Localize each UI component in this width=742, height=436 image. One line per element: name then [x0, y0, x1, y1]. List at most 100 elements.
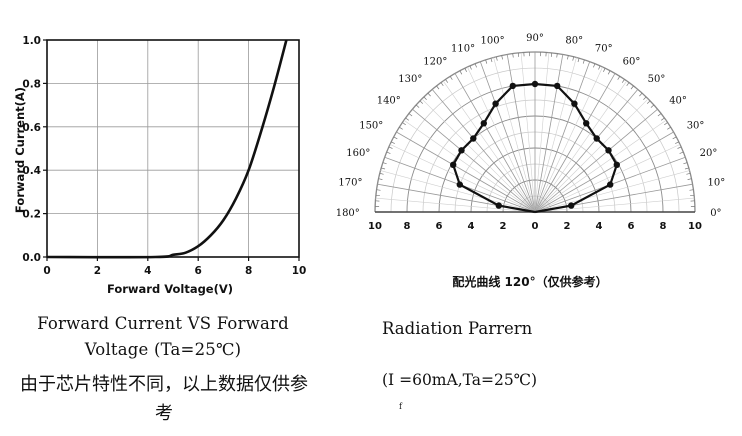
iv-x-tick-label: 2	[94, 265, 101, 277]
polar-minor-tick	[667, 126, 671, 130]
polar-minor-tick	[672, 136, 677, 140]
polar-radial-label: 6	[628, 221, 635, 232]
polar-radial-label: 0	[532, 221, 539, 232]
polar-spoke	[534, 73, 616, 213]
iv-x-axis-label: Forward Voltage(V)	[107, 282, 233, 296]
iv-y-tick-label: 0.4	[22, 165, 41, 177]
polar-spoke	[534, 197, 695, 213]
polar-minor-tick	[436, 85, 440, 90]
polar-angle-label: 50°	[648, 74, 666, 85]
polar-minor-tick	[660, 117, 665, 121]
polar-minor-tick	[556, 53, 558, 58]
polar-spoke	[403, 119, 536, 213]
polar-minor-tick	[427, 92, 431, 97]
polar-minor-tick	[646, 100, 651, 104]
polar-data-point	[531, 80, 539, 88]
polar-data-point	[480, 120, 487, 127]
polar-spoke	[534, 52, 550, 213]
polar-angle-label: 20°	[700, 148, 718, 159]
iv-x-tick-label: 6	[195, 265, 202, 277]
polar-minor-tick	[650, 104, 655, 108]
polar-data-point	[470, 135, 477, 142]
polar-angle-label: 100°	[481, 36, 505, 47]
polar-minor-tick	[689, 189, 694, 191]
polar-spoke	[375, 197, 536, 213]
polar-spoke	[431, 89, 536, 213]
polar-minor-tick	[675, 141, 679, 144]
polar-angle-label: 30°	[687, 120, 705, 131]
polar-radial-label: 10	[368, 221, 382, 232]
polar-minor-tick	[415, 104, 420, 108]
polar-minor-tick	[684, 167, 689, 170]
polar-data-point	[495, 202, 502, 209]
polar-spoke	[534, 131, 674, 213]
polar-minor-tick	[391, 141, 395, 144]
polar-spoke	[421, 98, 536, 213]
polar-minor-tick	[687, 178, 692, 180]
polar-spoke	[534, 170, 690, 213]
polar-minor-tick	[459, 70, 463, 75]
polar-minor-tick	[626, 82, 630, 87]
polar-minor-tick	[512, 53, 514, 58]
polar-minor-tick	[445, 79, 449, 83]
polar-data-point	[568, 202, 575, 209]
polar-radial-label: 2	[500, 221, 507, 232]
polar-data-point	[450, 161, 457, 168]
polar-minor-tick	[607, 70, 611, 75]
polar-minor-tick	[567, 55, 569, 60]
polar-angle-label: 110°	[451, 43, 475, 54]
polar-data-point	[571, 100, 578, 107]
polar-minor-tick	[423, 96, 427, 101]
polar-minor-tick	[686, 172, 691, 175]
polar-minor-tick	[683, 162, 688, 165]
polar-angle-label: 160°	[346, 148, 370, 159]
charts-area: 0 2 4 6 8 10 0.0 0.2 0.4 0.6 0.8 1.0 Forward Voltag…	[13, 33, 725, 296]
polar-minor-tick	[381, 167, 386, 170]
polar-spoke	[534, 119, 667, 213]
polar-data-point	[458, 147, 465, 154]
polar-radial-label: 8	[404, 221, 411, 232]
polar-minor-tick	[593, 63, 596, 68]
polar-spoke	[467, 66, 536, 213]
left-caption-note: 由于芯片特性不同，以上数据仅供参考	[20, 374, 308, 424]
polar-data-point	[593, 135, 600, 142]
polar-radial-label: 6	[436, 221, 443, 232]
polar-data-point	[456, 181, 463, 188]
polar-minor-tick	[440, 82, 444, 87]
iv-plot-frame	[46, 39, 300, 258]
polar-spoke	[534, 57, 577, 213]
polar-minor-tick	[639, 92, 643, 97]
polar-angle-label: 70°	[595, 43, 613, 54]
iv-x-tick-label: 0	[43, 265, 50, 277]
polar-spoke	[534, 54, 564, 213]
polar-angle-label: 60°	[623, 56, 641, 67]
polar-minor-tick	[393, 136, 398, 140]
polar-minor-tick	[379, 172, 384, 175]
iv-x-tick-label: 8	[245, 265, 252, 277]
polar-angle-label: 130°	[398, 74, 422, 85]
polar-minor-tick	[382, 162, 387, 165]
polar-minor-tick	[490, 58, 493, 63]
polar-minor-tick	[603, 68, 606, 72]
polar-spoke	[493, 57, 536, 213]
polar-angle-label: 150°	[359, 120, 383, 131]
polar-minor-tick	[572, 56, 575, 61]
polar-minor-tick	[376, 189, 381, 191]
polar-minor-tick	[577, 58, 580, 63]
iv-y-tick-label: 1.0	[22, 35, 41, 47]
polar-minor-tick	[449, 76, 453, 80]
polar-minor-tick	[664, 122, 668, 126]
polar-minor-tick	[677, 146, 682, 149]
polar-angle-label: 180°	[336, 208, 360, 219]
iv-y-axis-label: Forward Current(A)	[13, 87, 27, 213]
iv-y-tick-label: 0.2	[22, 209, 41, 221]
right-caption-conditions: (I =60mA,Ta=25℃)	[382, 371, 538, 389]
polar-radial-label: 10	[688, 221, 702, 232]
polar-minor-tick	[388, 146, 393, 149]
polar-minor-tick	[386, 151, 391, 154]
polar-minor-tick	[402, 122, 406, 126]
polar-minor-tick	[598, 65, 601, 70]
iv-y-tick-label: 0.0	[22, 252, 41, 264]
polar-radial-label: 4	[468, 221, 475, 232]
polar-spoke	[534, 98, 649, 213]
